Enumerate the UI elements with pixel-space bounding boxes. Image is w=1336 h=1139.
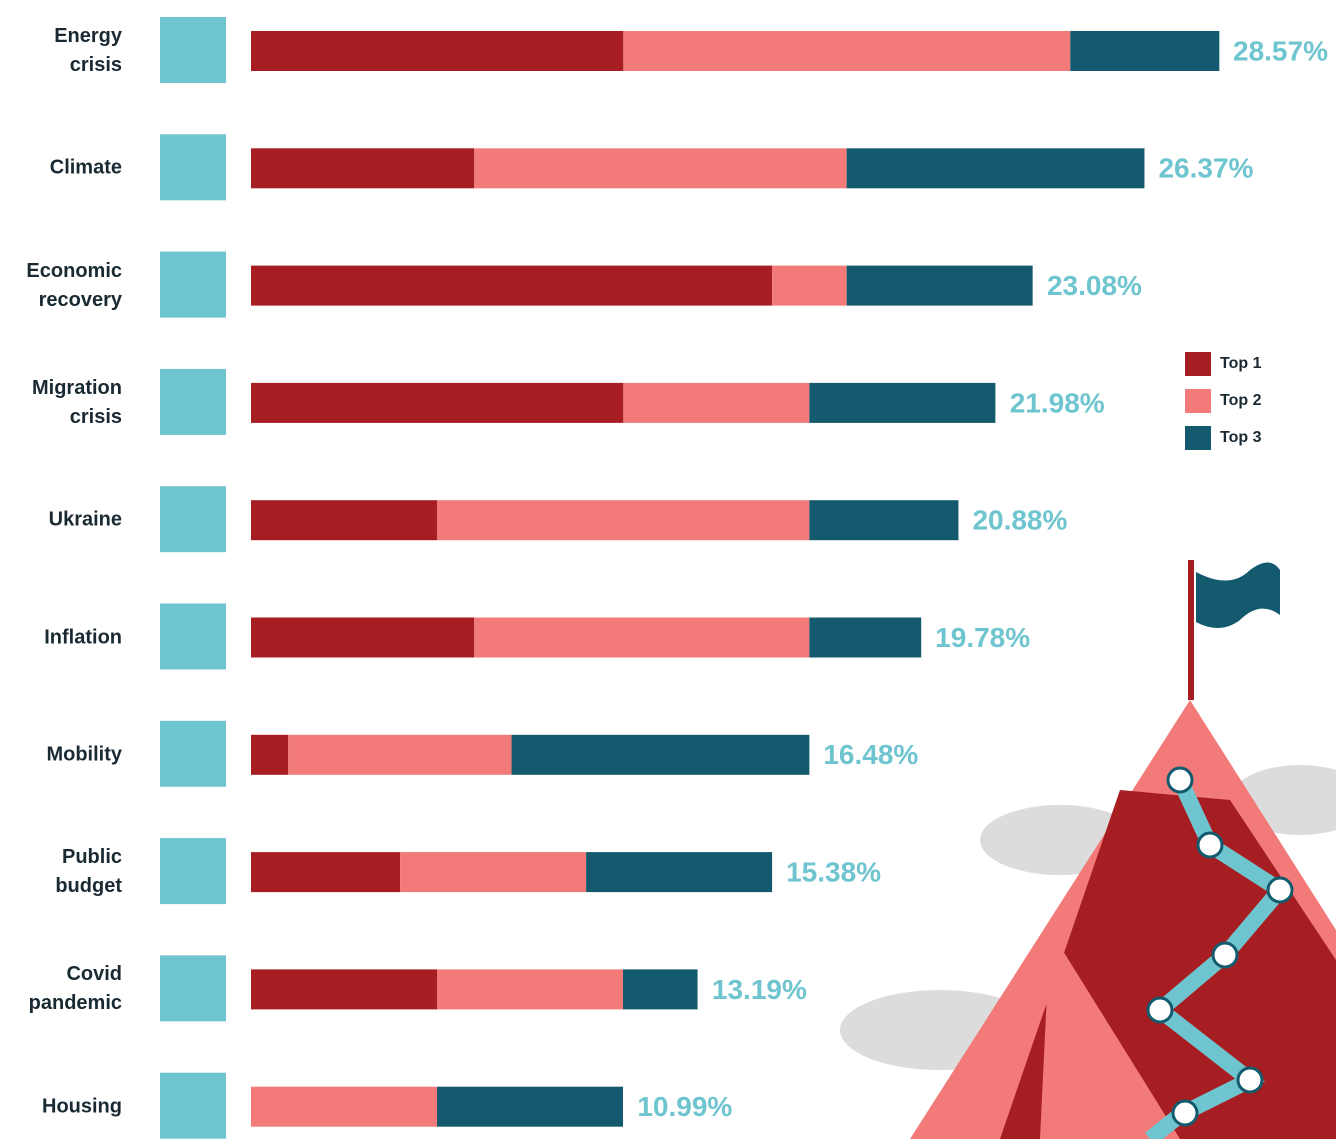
bar-segment — [623, 969, 698, 1010]
total-label: 20.88% — [972, 505, 1067, 536]
bar-segment — [251, 734, 289, 775]
category-icon — [160, 368, 226, 435]
category-icon — [160, 603, 226, 670]
category-icon — [160, 251, 226, 318]
total-label: 23.08% — [1047, 270, 1142, 301]
total-label: 19.78% — [935, 622, 1030, 653]
category-icon — [160, 720, 226, 787]
bar-segment — [511, 734, 810, 775]
category-icon — [160, 1072, 226, 1139]
category-label: Housing — [42, 1095, 122, 1118]
total-label: 10.99% — [637, 1091, 732, 1122]
bar-segment — [1070, 31, 1220, 71]
bar-segment — [251, 382, 624, 423]
category-label: Energy crisis — [54, 25, 122, 76]
bar-segment — [623, 31, 1071, 71]
bar-segment — [251, 852, 401, 893]
category-icon — [160, 955, 226, 1022]
bar-segment — [251, 969, 438, 1010]
mountain-illustration — [840, 560, 1336, 1139]
total-label: 21.98% — [1010, 387, 1105, 418]
category-icon — [160, 17, 226, 83]
bar-segment — [809, 500, 959, 541]
bar-segment — [809, 382, 996, 423]
legend-label: Top 1 — [1220, 355, 1262, 372]
bar-segment — [437, 969, 624, 1010]
category-label: Public budget — [55, 846, 122, 898]
category-label: Migration crisis — [32, 376, 122, 428]
bar-segment — [772, 265, 847, 306]
bar-segment — [846, 265, 1033, 306]
category-icon — [160, 486, 226, 553]
bar-segment — [251, 617, 475, 658]
category-label: Ukraine — [48, 508, 122, 531]
legend-label: Top 2 — [1220, 392, 1262, 409]
total-label: 16.48% — [823, 739, 918, 770]
category-label: Inflation — [44, 626, 122, 648]
legend-swatch — [1185, 426, 1211, 450]
bar-segment — [400, 852, 587, 893]
bar-segment — [586, 852, 773, 893]
bar-segment — [809, 617, 922, 658]
bar-segment — [623, 382, 810, 423]
total-label: 26.37% — [1158, 153, 1253, 184]
bar-segment — [251, 500, 438, 541]
total-label: 13.19% — [712, 974, 807, 1005]
legend-swatch — [1185, 352, 1211, 376]
bar-segment — [288, 734, 512, 775]
total-label: 28.57% — [1233, 35, 1328, 66]
bar-segment — [474, 617, 810, 658]
bar-segment — [251, 31, 624, 71]
category-label: Covid pandemic — [28, 963, 122, 1015]
bar-segment — [251, 148, 475, 189]
bar-segment — [251, 265, 773, 306]
legend-label: Top 3 — [1220, 429, 1262, 446]
bar-segment — [846, 148, 1145, 189]
category-icon — [160, 134, 226, 201]
bar-segment — [437, 1086, 624, 1127]
bar-segment — [251, 1086, 438, 1127]
bar-segment — [474, 148, 847, 189]
category-label: Climate — [49, 156, 122, 179]
legend-swatch — [1185, 389, 1211, 413]
bar-segment — [437, 500, 810, 541]
total-label: 15.38% — [786, 856, 881, 887]
category-label: Economic recovery — [26, 259, 122, 311]
category-icon — [160, 838, 226, 905]
category-label: Mobility — [46, 743, 122, 766]
